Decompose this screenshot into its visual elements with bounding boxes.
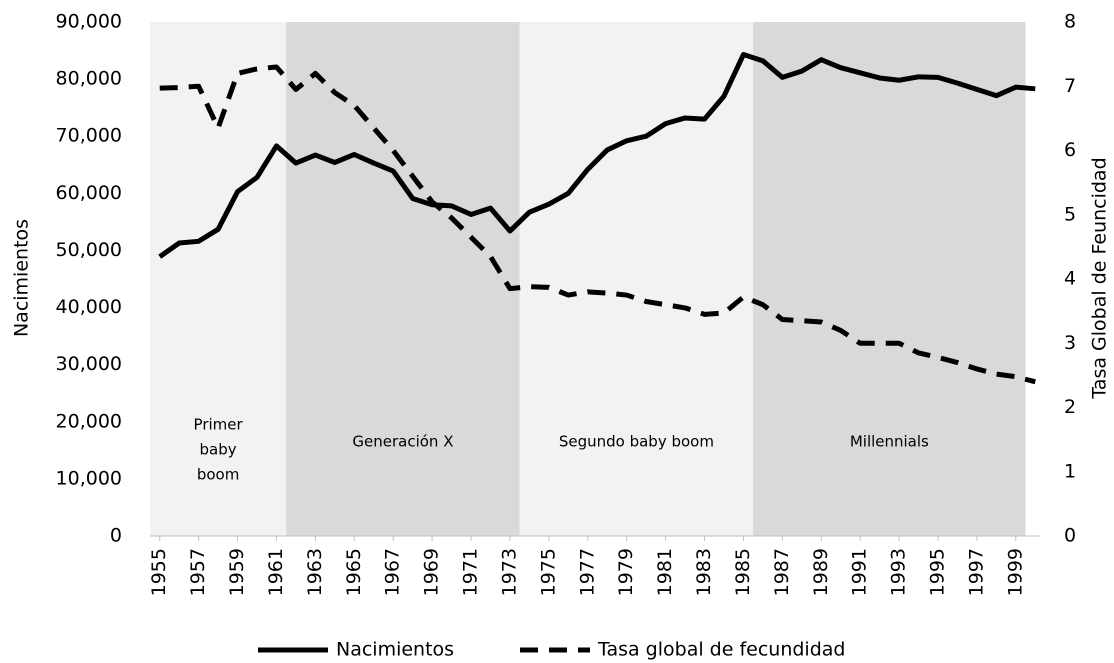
period-label: boom <box>197 466 240 484</box>
x-tick-label: 1999 <box>1004 548 1026 596</box>
period-label: Segundo baby boom <box>559 433 714 451</box>
x-tick-label: 1977 <box>576 548 598 596</box>
x-tick-label: 1955 <box>148 548 170 596</box>
x-tick-label: 1963 <box>304 548 326 596</box>
y-tick-label: 20,000 <box>56 410 122 432</box>
y-tick-label: 90,000 <box>56 11 122 33</box>
x-tick-label: 1995 <box>926 548 948 596</box>
x-tick-label: 1989 <box>810 548 832 596</box>
legend-label: Tasa global de fecundidad <box>597 639 845 661</box>
y-tick-label: 30,000 <box>56 353 122 375</box>
y-tick-label: 80,000 <box>56 68 122 90</box>
period-band <box>519 22 754 536</box>
x-tick-label: 1967 <box>382 548 404 596</box>
y2-tick-label: 5 <box>1064 203 1076 225</box>
x-tick-label: 1961 <box>265 548 287 596</box>
y2-tick-label: 0 <box>1064 525 1076 547</box>
x-tick-label: 1959 <box>226 548 248 596</box>
period-label: Primer <box>194 416 244 434</box>
period-label: Generación X <box>352 433 453 451</box>
x-tick-label: 1985 <box>732 548 754 596</box>
y2-tick-label: 4 <box>1064 268 1076 290</box>
x-tick-label: 1993 <box>888 548 910 596</box>
x-tick-label: 1987 <box>771 548 793 596</box>
x-tick-label: 1979 <box>615 548 637 596</box>
y-tick-label: 10,000 <box>56 467 122 489</box>
x-tick-label: 1969 <box>421 548 443 596</box>
series-line <box>158 52 1036 259</box>
x-tick-label: 1991 <box>849 548 871 596</box>
period-label: Millennials <box>850 433 929 451</box>
x-tick-label: 1965 <box>343 548 365 596</box>
x-tick-label: 1975 <box>537 548 559 596</box>
x-tick-label: 1971 <box>460 548 482 596</box>
period-band <box>150 22 287 536</box>
y2-tick-label: 7 <box>1064 75 1076 97</box>
y2-axis-title: Tasa Global de Feuncidad <box>1089 157 1111 399</box>
y2-tick-label: 3 <box>1064 332 1076 354</box>
period-band <box>286 22 520 536</box>
x-tick-label: 1983 <box>693 548 715 596</box>
series-line <box>159 64 1036 385</box>
x-tick-label: 1973 <box>498 548 520 596</box>
y-tick-label: 0 <box>110 525 122 547</box>
y-tick-label: 70,000 <box>56 125 122 147</box>
y2-tick-label: 2 <box>1064 396 1076 418</box>
y-tick-label: 50,000 <box>56 239 122 261</box>
period-label: baby <box>200 441 237 459</box>
x-tick-label: 1957 <box>187 548 209 596</box>
y-tick-label: 60,000 <box>56 182 122 204</box>
y-axis-title: Nacimientos <box>11 219 33 337</box>
legend-label: Nacimientos <box>336 639 454 661</box>
x-tick-label: 1981 <box>654 548 676 596</box>
x-tick-label: 1997 <box>965 548 987 596</box>
y2-tick-label: 8 <box>1064 11 1076 33</box>
y2-tick-label: 6 <box>1064 139 1076 161</box>
y2-tick-label: 1 <box>1064 460 1076 482</box>
period-band <box>753 22 1026 536</box>
y-tick-label: 40,000 <box>56 296 122 318</box>
